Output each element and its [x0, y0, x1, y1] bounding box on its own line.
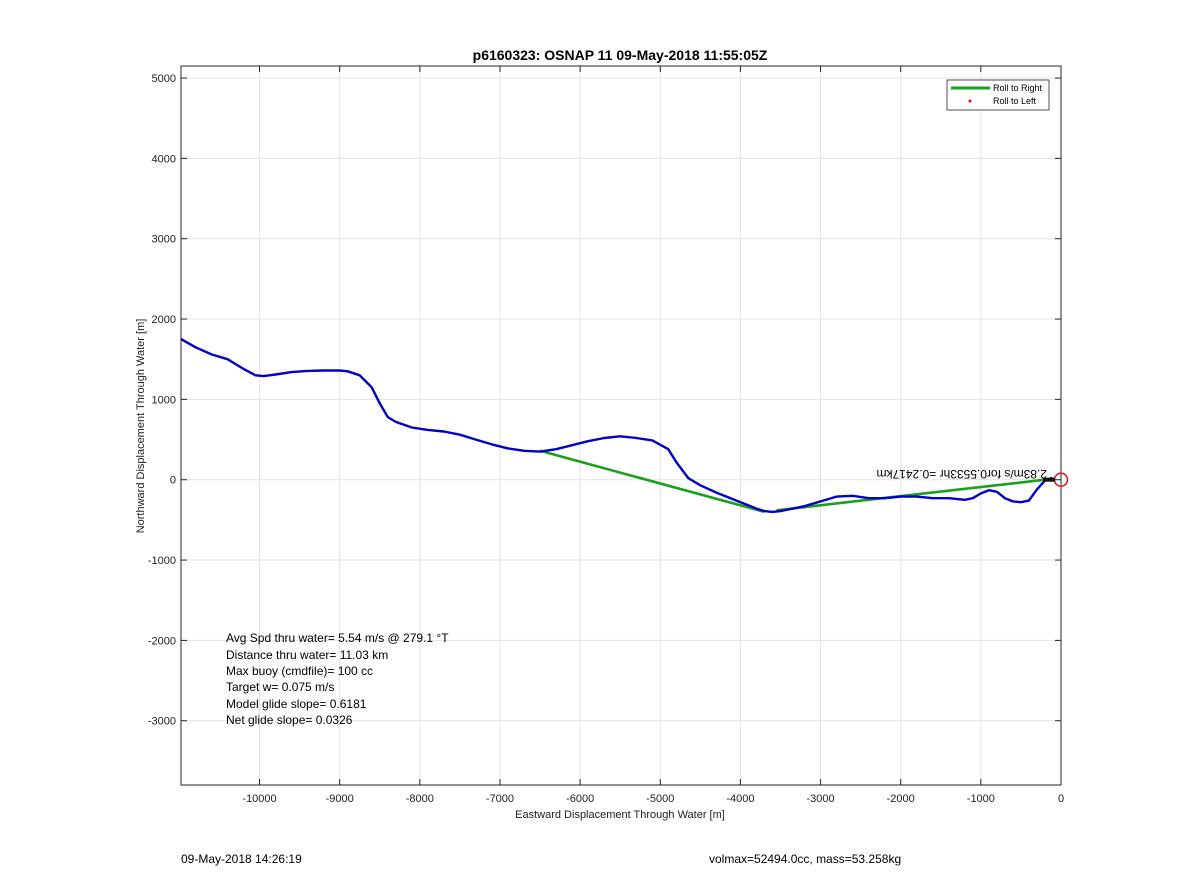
- stat-avg-speed: Avg Spd thru water= 5.54 m/s @ 279.1 °T: [226, 631, 449, 645]
- y-tick-label: 4000: [152, 153, 176, 165]
- y-tick-label: 1000: [152, 394, 176, 406]
- x-axis-label: Eastward Displacement Through Water [m]: [515, 809, 725, 821]
- y-tick-label: 0: [170, 475, 176, 487]
- stat-net-glide: Net glide slope= 0.0326: [226, 713, 353, 727]
- y-axis-label: Northward Displacement Through Water [m]: [135, 319, 147, 534]
- x-tick-label: -4000: [726, 793, 754, 805]
- y-tick-label: 5000: [152, 73, 176, 85]
- stat-model-glide: Model glide slope= 0.6181: [226, 697, 367, 711]
- x-tick-label: -3000: [806, 793, 834, 805]
- x-tick-label: -9000: [326, 793, 354, 805]
- stat-target-w: Target w= 0.075 m/s: [226, 680, 334, 694]
- series-layer: [180, 338, 1069, 514]
- y-tick-label: -1000: [148, 555, 176, 567]
- stats-block: Avg Spd thru water= 5.54 m/s @ 279.1 °T …: [226, 631, 449, 727]
- legend-swatch-roll-left: [968, 99, 972, 103]
- y-tick-label: -2000: [148, 635, 176, 647]
- legend-box: [946, 79, 1050, 111]
- legend: Roll to Right Roll to Left: [946, 79, 1050, 111]
- x-tick-label: -7000: [486, 793, 514, 805]
- x-tick-label: -1000: [967, 793, 995, 805]
- y-tick-label: -3000: [148, 716, 176, 728]
- rotated-annotation: 2.83m/s for0.5533hr =0.2417km: [877, 467, 1047, 481]
- footer-mass: volmax=52494.0cc, mass=53.258kg: [709, 852, 902, 866]
- x-tick-label: -2000: [887, 793, 915, 805]
- legend-label-roll-right: Roll to Right: [993, 83, 1043, 93]
- y-tick-label: 2000: [152, 314, 176, 326]
- legend-label-roll-left: Roll to Left: [993, 96, 1037, 106]
- y-tick-label: 3000: [152, 234, 176, 246]
- axis-ticks: -10000 -9000 -8000 -7000 -6000 -5000 -4000 -300…: [148, 66, 1064, 805]
- x-tick-label: -10000: [242, 793, 276, 805]
- chart-title: p6160323: OSNAP 11 09-May-2018 11:55:05Z: [473, 47, 768, 63]
- x-tick-label: -8000: [406, 793, 434, 805]
- stat-max-buoy: Max buoy (cmdfile)= 100 cc: [226, 664, 373, 678]
- x-tick-label: -5000: [646, 793, 674, 805]
- x-tick-label: -6000: [566, 793, 594, 805]
- track-line: [180, 338, 1056, 514]
- stat-distance: Distance thru water= 11.03 km: [226, 648, 388, 662]
- footer-date: 09-May-2018 14:26:19: [181, 852, 302, 866]
- roll-right-segment: [776, 478, 1046, 512]
- roll-right-segment: [539, 449, 765, 514]
- axes-box: [180, 65, 1062, 786]
- x-tick-label: 0: [1058, 793, 1064, 805]
